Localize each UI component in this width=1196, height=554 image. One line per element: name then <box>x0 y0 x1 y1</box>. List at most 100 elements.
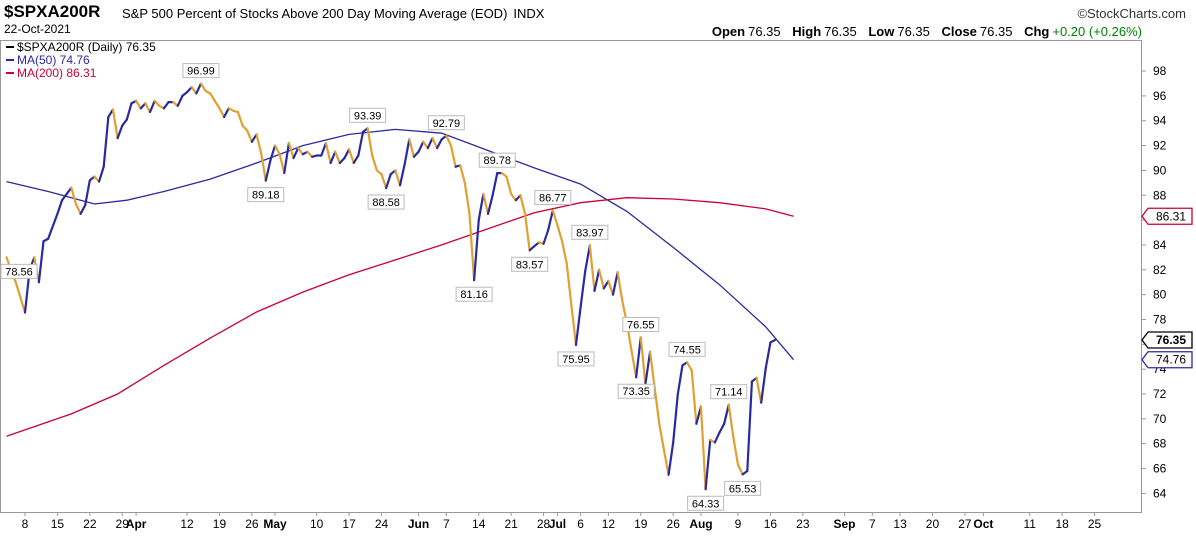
price-tag-text: 74.76 <box>1156 353 1186 367</box>
y-tick-label: 70 <box>1153 412 1167 426</box>
data-label-text: 78.56 <box>5 266 33 278</box>
series-segment <box>278 153 286 175</box>
y-tick-label: 94 <box>1153 114 1167 128</box>
series-segment <box>662 448 670 476</box>
data-label: 76.55 <box>622 316 660 332</box>
series-segment <box>176 94 184 107</box>
x-tick-label: 13 <box>893 517 907 531</box>
series-segment <box>97 165 105 183</box>
x-tick-label: May <box>263 517 287 531</box>
data-label-box <box>571 224 609 240</box>
series-segment <box>477 192 485 222</box>
series-segment <box>482 192 490 215</box>
x-tick-label: 16 <box>764 517 778 531</box>
x-tick-label: 14 <box>472 517 486 531</box>
series-segment <box>547 209 554 232</box>
x-tick-label: 28 <box>537 517 551 531</box>
series-segment <box>153 99 161 107</box>
series-segment <box>144 102 152 114</box>
series-segment <box>135 99 142 110</box>
data-label-box <box>455 286 493 302</box>
series-segment <box>727 403 735 439</box>
chart-title: S&P 500 Percent of Stocks Above 200 Day … <box>122 6 544 21</box>
series-segment <box>241 124 249 132</box>
series-segment <box>616 271 624 302</box>
series-segment <box>574 305 582 347</box>
data-label: 73.35 <box>617 383 655 399</box>
data-label-box <box>687 495 725 511</box>
x-tick-label: 15 <box>51 517 65 531</box>
ohlc-readout: Open 76.35 High 76.35 Low 76.35 Close 76.35 … <box>704 24 1142 39</box>
data-label-box <box>557 351 595 367</box>
series-segment <box>685 361 693 372</box>
data-label: 89.78 <box>478 152 516 168</box>
y-tick-label: 88 <box>1153 188 1167 202</box>
series-segment <box>473 219 480 282</box>
series-segment <box>185 86 193 94</box>
data-label-text: 73.35 <box>622 386 650 398</box>
y-tick-label: 96 <box>1153 89 1167 103</box>
series-segment <box>394 169 402 187</box>
legend-label: MA(50) 74.76 <box>17 53 90 67</box>
series-segment <box>412 150 420 158</box>
x-tick-label: 17 <box>342 517 356 531</box>
series-segment <box>644 350 652 386</box>
series-segment <box>598 268 605 290</box>
data-label-text: 81.16 <box>460 289 488 301</box>
series-segment <box>380 173 388 190</box>
x-tick-label: 24 <box>375 517 389 531</box>
chart-date: 22-Oct-2021 <box>4 22 71 36</box>
x-tick-label: 11 <box>1023 517 1036 531</box>
series-segment <box>584 244 591 273</box>
series-segment <box>209 92 216 102</box>
data-label: 92.79 <box>427 115 465 131</box>
series-segment <box>732 436 740 466</box>
data-label: 89.18 <box>247 187 285 203</box>
x-tick-label: 19 <box>213 517 227 531</box>
series-segment <box>769 338 777 344</box>
x-tick-label: 29 <box>116 517 130 531</box>
chart-symbol: $SPXA200R <box>4 2 101 21</box>
data-label-text: 89.18 <box>252 190 280 202</box>
price-tags: 86.31 76.35 74.76 <box>1141 207 1193 369</box>
price-tag: 76.35 <box>1141 331 1193 349</box>
data-label-box <box>617 383 655 399</box>
series-segment <box>690 369 698 425</box>
chart-title-text: S&P 500 Percent of Stocks Above 200 Day … <box>122 6 508 21</box>
x-tick-label: Aug <box>689 517 712 531</box>
data-label-box <box>534 190 572 206</box>
series-segment <box>329 150 337 165</box>
data-label-box <box>427 115 465 131</box>
series-segment <box>246 129 253 143</box>
x-tick-label: 27 <box>958 517 972 531</box>
series-segment <box>260 151 267 182</box>
data-label-box <box>367 194 405 210</box>
series-segment <box>459 164 466 184</box>
data-label-box <box>349 107 387 123</box>
series-segment <box>491 172 499 197</box>
price-tag: 86.31 <box>1141 207 1193 225</box>
series-segment <box>269 144 277 162</box>
x-tick-label: 25 <box>1088 517 1102 531</box>
price-tag-text: 76.35 <box>1156 333 1186 347</box>
series-segment <box>334 150 341 165</box>
x-tick-label: 18 <box>1055 517 1069 531</box>
series-segment <box>408 138 416 158</box>
series-segment <box>292 146 300 160</box>
data-label: 88.58 <box>367 194 405 210</box>
series-segment <box>352 154 360 165</box>
y-tick-label: 72 <box>1153 387 1167 401</box>
series-segment <box>704 438 712 491</box>
y-tick-label: 90 <box>1153 163 1167 177</box>
series-segment <box>297 146 304 156</box>
series-segment <box>565 262 573 306</box>
x-tick-label: 26 <box>245 517 259 531</box>
x-tick-label: 9 <box>735 517 742 531</box>
series-segment <box>190 86 198 95</box>
series-segment <box>56 199 64 215</box>
series-segment <box>542 228 550 245</box>
y-axis: 646668707274767880828486889092949698 <box>1142 64 1167 500</box>
series-segment <box>320 141 328 157</box>
